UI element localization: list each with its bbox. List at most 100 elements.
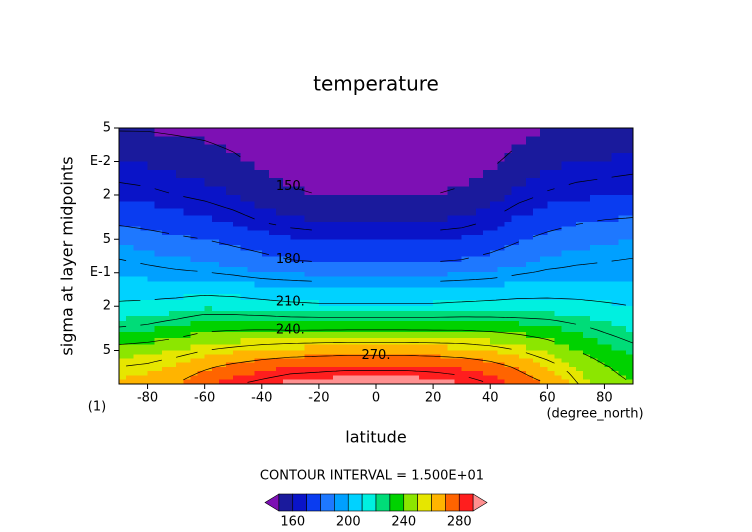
contour-fill — [290, 287, 299, 295]
contour-fill — [168, 293, 177, 301]
contour-fill — [404, 250, 413, 257]
contour-fill — [425, 375, 434, 381]
contour-fill — [211, 358, 220, 364]
contour-fill — [211, 350, 220, 356]
contour-fill — [390, 293, 399, 301]
contour-fill — [490, 226, 498, 232]
contour-fill — [240, 194, 249, 203]
contour-fill — [618, 281, 627, 289]
contour-fill — [376, 271, 384, 278]
contour-fill — [547, 350, 556, 356]
contour-fill — [147, 379, 156, 385]
contour-fill — [511, 358, 520, 364]
contour-fill — [197, 153, 206, 163]
contour-fill — [326, 186, 334, 196]
contour-fill — [140, 316, 149, 322]
contour-fill — [597, 186, 606, 196]
contour-fill — [376, 338, 384, 345]
contour-fill — [440, 350, 448, 356]
contour-fill — [176, 358, 184, 364]
contour-fill — [333, 379, 341, 385]
contour-fill — [447, 366, 456, 372]
contour-fill — [147, 239, 156, 246]
contour-fill — [433, 358, 441, 364]
contour-fill — [468, 186, 477, 196]
contour-fill — [211, 261, 220, 268]
contour-fill — [597, 208, 606, 216]
contour-fill — [340, 261, 349, 268]
contour-fill — [197, 358, 206, 364]
contour-fill — [618, 311, 627, 317]
contour-fill — [518, 366, 527, 372]
contour-fill — [197, 215, 206, 223]
contour-fill — [247, 261, 256, 268]
contour-fill — [283, 144, 291, 154]
contour-fill — [468, 222, 477, 227]
contour-fill — [497, 244, 506, 252]
contour-line — [118, 217, 634, 262]
contour-fill — [547, 316, 556, 322]
contour-fill — [583, 350, 591, 356]
contour-fill — [218, 153, 227, 163]
contour-fill — [525, 222, 534, 227]
contour-fill — [176, 222, 184, 227]
contour-fill — [397, 194, 406, 203]
contour-fill — [611, 306, 620, 312]
contour-fill — [326, 266, 334, 273]
contour-fill — [204, 169, 213, 179]
contour-fill — [590, 354, 598, 360]
contour-fill — [283, 379, 291, 385]
contour-fill — [176, 194, 184, 203]
contour-fill — [126, 281, 134, 289]
contour-fill — [126, 230, 134, 236]
contour-fill — [540, 261, 548, 268]
contour-fill — [583, 375, 591, 381]
contour-fill — [254, 338, 263, 345]
contour-fill — [276, 287, 284, 295]
contour-fill — [440, 375, 448, 381]
contour-fill — [497, 144, 506, 154]
contour-fill — [168, 244, 177, 252]
contour-fill — [490, 379, 498, 385]
contour-fill — [447, 338, 456, 345]
contour-fill — [404, 281, 413, 289]
contour-fill — [404, 234, 413, 240]
contour-fill — [168, 362, 177, 368]
contour-fill — [411, 169, 420, 179]
contour-fill — [226, 186, 234, 196]
contour-fill — [511, 230, 520, 236]
contour-fill — [568, 375, 577, 381]
contour-fill — [504, 276, 513, 283]
contour-fill — [504, 338, 513, 345]
contour-fill — [247, 344, 256, 352]
contour-fill — [268, 344, 277, 352]
contour-fill — [411, 161, 420, 171]
contour-fill — [361, 320, 370, 327]
contour-fill — [497, 300, 506, 307]
contour-fill — [119, 250, 127, 257]
contour-fill — [290, 375, 299, 381]
contour-fill — [497, 316, 506, 322]
contour-fill — [433, 234, 441, 240]
contour-fill — [126, 169, 134, 179]
contour-fill — [397, 375, 406, 381]
contour-fill — [625, 222, 634, 227]
contour-fill — [604, 358, 613, 364]
contour-fill — [261, 169, 270, 179]
contour-fill — [340, 276, 349, 283]
contour-fill — [140, 261, 149, 268]
contour-fill — [611, 366, 620, 372]
contour-fill — [561, 244, 570, 252]
contour-fill — [340, 178, 349, 188]
contour-fill — [418, 234, 427, 240]
contour-fill — [533, 226, 541, 232]
contour-fill — [254, 153, 263, 163]
contour-label: 150. — [276, 179, 305, 194]
contour-fill — [233, 261, 241, 268]
contour-fill — [283, 366, 291, 372]
contour-fill — [518, 222, 527, 227]
contour-fill — [597, 201, 606, 210]
contour-fill — [561, 338, 570, 345]
contour-fill — [504, 128, 513, 137]
contour-fill — [583, 325, 591, 333]
